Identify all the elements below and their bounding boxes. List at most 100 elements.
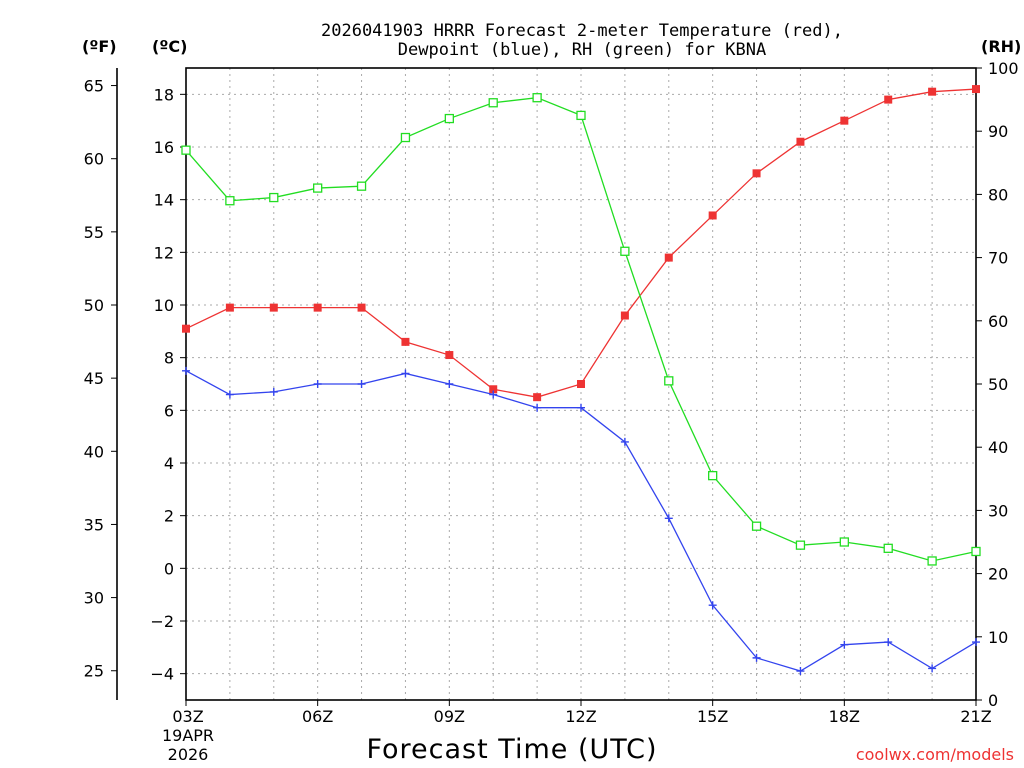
chart-title-line-2: Dewpoint (blue), RH (green) for KBNA [398, 40, 766, 60]
rh-axis-label: (RH) [981, 37, 1021, 56]
temperature-point [445, 351, 454, 360]
rh-point [400, 132, 411, 143]
celsius-tick-label: −4 [150, 665, 174, 684]
rh-point [444, 113, 454, 124]
rh-point [971, 546, 981, 557]
temperature-point [796, 137, 805, 146]
rh-point [708, 470, 718, 481]
celsius-tick-label: 8 [164, 349, 174, 368]
temperature-point [269, 303, 278, 312]
celsius-tick-label: 18 [154, 85, 174, 104]
x-tick-label: 21Z [960, 707, 991, 726]
dewpoint-point [357, 380, 366, 388]
celsius-tick-label: 16 [154, 138, 174, 157]
x-start-label: 03Z 19APR 2026 [162, 707, 214, 764]
temperature-point [708, 211, 717, 220]
x-tick-label: 15Z [697, 707, 728, 726]
dewpoint-point [840, 640, 849, 649]
temperature-point [182, 324, 190, 333]
fahrenheit-tick-label: 25 [84, 662, 104, 681]
rh-point [927, 556, 937, 566]
temperature-point [620, 311, 629, 320]
data-series [181, 85, 981, 676]
dewpoint-point [620, 437, 629, 446]
fahrenheit-tick-label: 35 [84, 515, 104, 534]
rh-point [576, 110, 586, 121]
x-start-date: 19APR [162, 726, 214, 745]
rh-point [883, 543, 893, 553]
rh-tick-label: 100 [988, 59, 1019, 78]
rh-tick-label: 30 [988, 501, 1008, 520]
dewpoint-point [533, 403, 542, 412]
celsius-tick-label: −2 [150, 612, 174, 631]
celsius-axis-label: (ºC) [152, 37, 187, 56]
temperature-point [972, 85, 980, 94]
temperature-point [577, 380, 585, 388]
rh-point [269, 192, 279, 203]
rh-point [225, 196, 235, 206]
temperature-point [840, 116, 849, 125]
rh-series [181, 93, 981, 566]
dewpoint-point [269, 387, 278, 396]
rh-point [356, 181, 367, 191]
fahrenheit-tick-label: 60 [84, 150, 104, 169]
rh-line [185, 97, 977, 562]
fahrenheit-axis-label: (ºF) [82, 37, 117, 56]
rh-tick-label: 60 [988, 312, 1008, 331]
celsius-tick-label: 14 [154, 191, 174, 210]
rh-point [313, 183, 323, 193]
x-axis: 06Z 09Z 12Z 15Z 18Z 21Z [185, 700, 992, 726]
celsius-tick-label: 10 [154, 296, 174, 315]
celsius-tick-label: 6 [164, 401, 174, 420]
fahrenheit-tick-label: 65 [84, 77, 104, 96]
dewpoint-point [225, 390, 234, 399]
rh-point [181, 145, 191, 155]
dewpoint-point [401, 369, 410, 378]
x-tick-label: 06Z [302, 707, 333, 726]
rh-point [795, 540, 806, 550]
rh-axis: 0 10 20 30 40 50 60 70 80 90 100 [976, 59, 1019, 710]
temperature-point [752, 169, 761, 178]
rh-point [839, 537, 849, 547]
rh-tick-label: 0 [988, 691, 998, 710]
chart-title-line-1: 2026041903 HRRR Forecast 2-meter Tempera… [321, 21, 843, 41]
temperature-point [884, 95, 893, 104]
celsius-tick-label: 4 [164, 454, 174, 473]
chart-title: 2026041903 HRRR Forecast 2-meter Tempera… [321, 21, 843, 60]
fahrenheit-tick-label: 55 [84, 223, 104, 242]
rh-tick-label: 80 [988, 185, 1008, 204]
fahrenheit-axis: 25 30 35 40 45 50 55 60 65 [84, 77, 117, 681]
celsius-axis: −4 −2 0 2 4 6 8 10 12 14 16 18 [150, 85, 186, 684]
celsius-tick-label: 12 [154, 243, 174, 262]
rh-tick-label: 40 [988, 438, 1008, 457]
x-tick-label: 18Z [829, 707, 860, 726]
rh-tick-label: 50 [988, 375, 1008, 394]
rh-tick-label: 10 [988, 628, 1008, 647]
temperature-point [357, 303, 366, 312]
temperature-point [313, 303, 322, 312]
temperature-point [928, 87, 937, 96]
dewpoint-point [489, 390, 498, 399]
rh-tick-label: 70 [988, 249, 1008, 268]
celsius-tick-label: 0 [164, 559, 174, 578]
dewpoint-series [182, 366, 980, 676]
temperature-series [182, 85, 980, 402]
x-start-year: 2026 [168, 745, 209, 764]
dewpoint-point [752, 653, 761, 662]
dewpoint-point [972, 638, 980, 647]
dewpoint-point [313, 380, 322, 388]
rh-point [620, 246, 630, 256]
fahrenheit-tick-label: 40 [84, 442, 104, 461]
rh-point [532, 93, 542, 103]
dewpoint-point [796, 667, 805, 676]
x-start-hour: 03Z [172, 707, 203, 726]
fahrenheit-tick-label: 30 [84, 589, 104, 608]
dewpoint-point [928, 664, 937, 673]
rh-point [488, 98, 498, 108]
dewpoint-point [664, 514, 673, 523]
dewpoint-point [577, 403, 585, 412]
fahrenheit-tick-label: 50 [84, 296, 104, 315]
temperature-point [401, 337, 410, 346]
temperature-point [489, 385, 498, 394]
